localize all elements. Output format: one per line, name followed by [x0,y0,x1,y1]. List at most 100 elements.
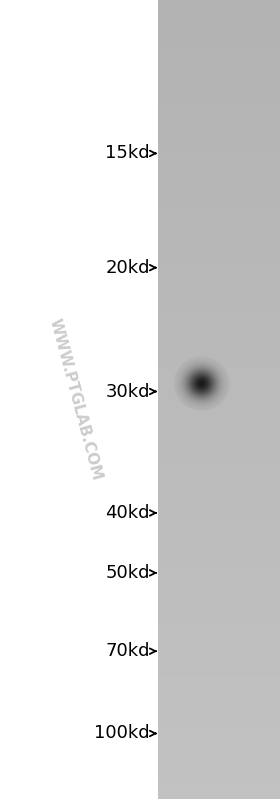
Ellipse shape [190,372,213,395]
Bar [158,697,280,701]
Ellipse shape [190,372,213,395]
Bar [158,433,280,437]
Bar [158,447,280,450]
Ellipse shape [183,365,220,402]
Bar [158,252,280,256]
Text: WWW.PTGLAB.COM: WWW.PTGLAB.COM [47,317,104,482]
Bar [158,137,280,141]
Ellipse shape [198,380,205,388]
Ellipse shape [188,371,215,396]
Bar [158,284,280,288]
Bar [158,620,280,623]
Text: 15kd: 15kd [105,145,150,162]
Bar [158,439,280,442]
Bar [158,281,280,285]
Bar [158,151,280,154]
Ellipse shape [200,382,204,385]
Bar [158,622,280,626]
Bar [158,5,280,8]
Bar [158,257,280,261]
Bar [158,47,280,50]
Bar [158,644,280,647]
Bar [158,268,280,272]
Bar [158,205,280,208]
Bar [158,455,280,458]
Ellipse shape [193,375,211,392]
Bar [158,788,280,791]
Bar [158,452,280,455]
Bar [158,223,280,226]
Ellipse shape [181,364,222,403]
Bar [158,431,280,434]
Bar [158,364,280,368]
Ellipse shape [201,383,202,384]
Bar [158,401,280,405]
Ellipse shape [186,368,218,399]
Bar [158,468,280,471]
Bar [158,641,280,645]
Ellipse shape [179,361,225,406]
Text: 50kd: 50kd [105,564,150,582]
Bar [158,492,280,495]
Bar [158,263,280,266]
Bar [158,276,280,280]
Bar [158,545,280,549]
Bar [158,329,280,333]
Bar [158,29,280,32]
Bar [158,737,280,741]
Bar [158,13,280,16]
Bar [158,37,280,40]
Bar [158,271,280,274]
Bar [158,415,280,418]
Bar [158,50,280,54]
Bar [158,628,280,631]
Bar [158,654,280,658]
Bar [158,209,280,213]
Ellipse shape [176,359,227,408]
Bar [158,215,280,218]
Bar [158,420,280,423]
Bar [158,710,280,714]
Bar [158,332,280,336]
Bar [158,71,280,74]
Bar [158,729,280,733]
Bar [158,319,280,322]
Bar [158,101,280,104]
Bar [158,213,280,216]
Bar [158,540,280,543]
Ellipse shape [185,368,218,400]
Bar [158,87,280,90]
Bar [158,582,280,586]
Bar [158,548,280,551]
Ellipse shape [197,379,206,388]
Bar [158,566,280,570]
Bar [158,796,280,799]
Ellipse shape [178,361,225,406]
Bar [158,26,280,30]
Bar [158,79,280,82]
Bar [158,660,280,663]
Bar [158,129,280,133]
Ellipse shape [183,366,220,401]
Bar [158,95,280,98]
Bar [158,516,280,519]
Bar [158,436,280,439]
Bar [158,93,280,96]
Bar [158,189,280,192]
Bar [158,343,280,346]
Bar [158,308,280,312]
Bar [158,300,280,304]
Bar [158,324,280,328]
Text: 30kd: 30kd [105,383,150,400]
Bar [158,173,280,176]
Bar [158,207,280,210]
Bar [158,311,280,314]
Bar [158,221,280,224]
Bar [158,295,280,298]
Bar [158,249,280,253]
Bar [158,153,280,157]
Bar [158,772,280,775]
Bar [158,125,280,128]
Bar [158,684,280,687]
Bar [158,606,280,610]
